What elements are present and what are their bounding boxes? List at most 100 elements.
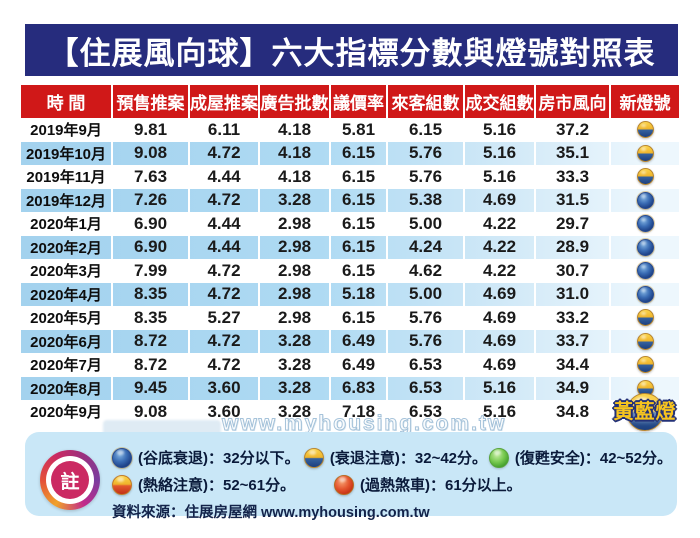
indicator-table: 時 間預售推案 成屋推案 廣告批數 議價率 來客組數 成交組數 房市風向 新燈號 2019年9… — [21, 85, 679, 431]
cell-value: 3.60 — [190, 400, 260, 424]
cell-light — [611, 330, 679, 354]
cell-value: 7.99 — [113, 259, 190, 283]
cell-value: 5.81 — [331, 118, 388, 142]
legend-light-icon-green — [488, 447, 509, 468]
cell-time: 2020年8月 — [21, 376, 113, 400]
light-icon-yellow-blue — [636, 144, 654, 162]
cell-value: 7.63 — [113, 165, 190, 189]
light-icon-blue — [636, 238, 654, 256]
light-icon-yellow-blue — [636, 332, 654, 350]
cell-value: 9.81 — [113, 118, 190, 142]
cell-time: 2019年10月 — [21, 141, 113, 165]
cell-value: 4.62 — [388, 259, 465, 283]
cell-value: 2.98 — [260, 212, 331, 236]
cell-value: 6.15 — [331, 165, 388, 189]
cell-value: 4.69 — [465, 306, 536, 330]
cell-light — [611, 142, 679, 166]
light-icon-blue — [636, 262, 654, 280]
cell-value: 3.28 — [260, 353, 331, 377]
cell-value: 6.15 — [331, 259, 388, 283]
cell-value: 5.16 — [465, 118, 536, 142]
cell-value: 3.28 — [260, 329, 331, 353]
cell-value: 9.08 — [113, 141, 190, 165]
legend-item-text: (過熱煞車)：61分以上。 — [360, 477, 522, 494]
cell-value: 4.72 — [190, 329, 260, 353]
cell-value: 3.28 — [260, 376, 331, 400]
cell-value: 34.4 — [536, 353, 611, 377]
table-row: 2020年6月 8.72 4.72 3.28 6.49 5.76 4.69 33.7 — [21, 329, 679, 354]
cell-value: 28.9 — [536, 235, 611, 259]
cell-value: 34.8 — [536, 400, 611, 424]
light-icon-yellow-blue — [636, 356, 654, 374]
legend-item: (過熱煞車)：61分以上。 — [334, 474, 522, 495]
column-header: 新燈號 — [611, 85, 679, 118]
legend-light-icon-blue — [112, 447, 132, 468]
cell-value: 4.24 — [388, 235, 465, 259]
legend-item: (復甦安全)：42~52分。 — [488, 447, 672, 468]
cell-value: 2.98 — [260, 282, 331, 306]
cell-value: 4.22 — [465, 259, 536, 283]
cell-light — [611, 189, 679, 213]
cell-value: 5.16 — [465, 165, 536, 189]
table-header-row: 時 間預售推案 成屋推案 廣告批數 議價率 來客組數 成交組數 房市風向 新燈號 — [21, 85, 679, 118]
table-row: 2020年4月 8.35 4.72 2.98 5.18 5.00 4.69 31.0 — [21, 282, 679, 307]
light-icon-blue — [636, 191, 654, 209]
light-icon-blue — [636, 285, 654, 303]
cell-value: 6.49 — [331, 329, 388, 353]
cell-value: 9.45 — [113, 376, 190, 400]
cell-value: 4.18 — [260, 141, 331, 165]
cell-time: 2019年9月 — [21, 118, 113, 142]
cell-value: 6.53 — [388, 376, 465, 400]
legend-item: (熱絡注意)：52~61分。 — [112, 474, 334, 495]
cell-value: 6.53 — [388, 353, 465, 377]
table-row: 2020年3月 7.99 4.72 2.98 6.15 4.62 4.22 30.7 — [21, 259, 679, 283]
cell-value: 3.28 — [260, 400, 331, 424]
cell-value: 31.5 — [536, 188, 611, 212]
cell-light — [611, 165, 679, 189]
cell-time: 2020年3月 — [21, 259, 113, 283]
table-row: 2019年11月 7.63 4.44 4.18 6.15 5.76 5.16 33.3 — [21, 165, 679, 189]
cell-value: 6.15 — [331, 188, 388, 212]
cell-value: 9.08 — [113, 400, 190, 424]
legend-item-text: (熱絡注意)：52~61分。 — [138, 477, 296, 494]
light-label: 黃藍燈 — [613, 401, 677, 423]
legend-line-2: (熱絡注意)：52~61分。 (過熱煞車)：61分以上。 — [112, 471, 672, 498]
cell-time: 2020年5月 — [21, 306, 113, 330]
cell-value: 6.15 — [331, 235, 388, 259]
cell-value: 3.60 — [190, 376, 260, 400]
cell-value: 5.00 — [388, 282, 465, 306]
table-row: 2020年1月 6.90 4.44 2.98 6.15 5.00 4.22 29.7 — [21, 212, 679, 236]
table-body: 2019年9月 9.81 6.11 4.18 5.81 6.15 5.16 37.2 2019年… — [21, 118, 679, 431]
cell-light — [611, 353, 679, 377]
cell-value: 5.76 — [388, 306, 465, 330]
table-row: 2020年5月 8.35 5.27 2.98 6.15 5.76 4.69 33.2 — [21, 306, 679, 330]
cell-value: 4.44 — [190, 165, 260, 189]
column-header: 預售推案 — [113, 85, 190, 118]
cell-light — [611, 283, 679, 307]
table-row: 2019年10月 9.08 4.72 4.18 6.15 5.76 5.16 35.1 — [21, 141, 679, 166]
cell-value: 8.72 — [113, 329, 190, 353]
cell-value: 33.7 — [536, 329, 611, 353]
column-header: 房市風向 — [536, 85, 611, 118]
cell-value: 4.72 — [190, 188, 260, 212]
data-source: 資料來源：住展房屋網 www.myhousing.com.tw — [112, 505, 430, 521]
cell-value: 6.15 — [331, 306, 388, 330]
cell-value: 5.76 — [388, 165, 465, 189]
cell-value: 4.22 — [465, 235, 536, 259]
cell-value: 5.76 — [388, 141, 465, 165]
light-icon-yellow-blue — [626, 392, 664, 431]
legend-item: (衰退注意)：32~42分。 — [303, 447, 489, 468]
cell-value: 4.69 — [465, 282, 536, 306]
light-icon-yellow-blue — [636, 121, 654, 139]
cell-value: 7.18 — [331, 400, 388, 424]
cell-value: 4.18 — [260, 118, 331, 142]
table-row: 2020年9月 9.08 3.60 3.28 7.18 6.53 5.16 34.8 黃藍燈 — [21, 392, 679, 431]
legend-light-icon-yellow-red — [112, 474, 132, 495]
cell-time: 2020年4月 — [21, 282, 113, 306]
table-row: 2019年9月 9.81 6.11 4.18 5.81 6.15 5.16 37.2 — [21, 118, 679, 142]
note-badge: 註 — [40, 450, 100, 510]
cell-value: 37.2 — [536, 118, 611, 142]
cell-value: 31.0 — [536, 282, 611, 306]
table-row: 2020年2月 6.90 4.44 2.98 6.15 4.24 4.22 28.9 — [21, 235, 679, 259]
